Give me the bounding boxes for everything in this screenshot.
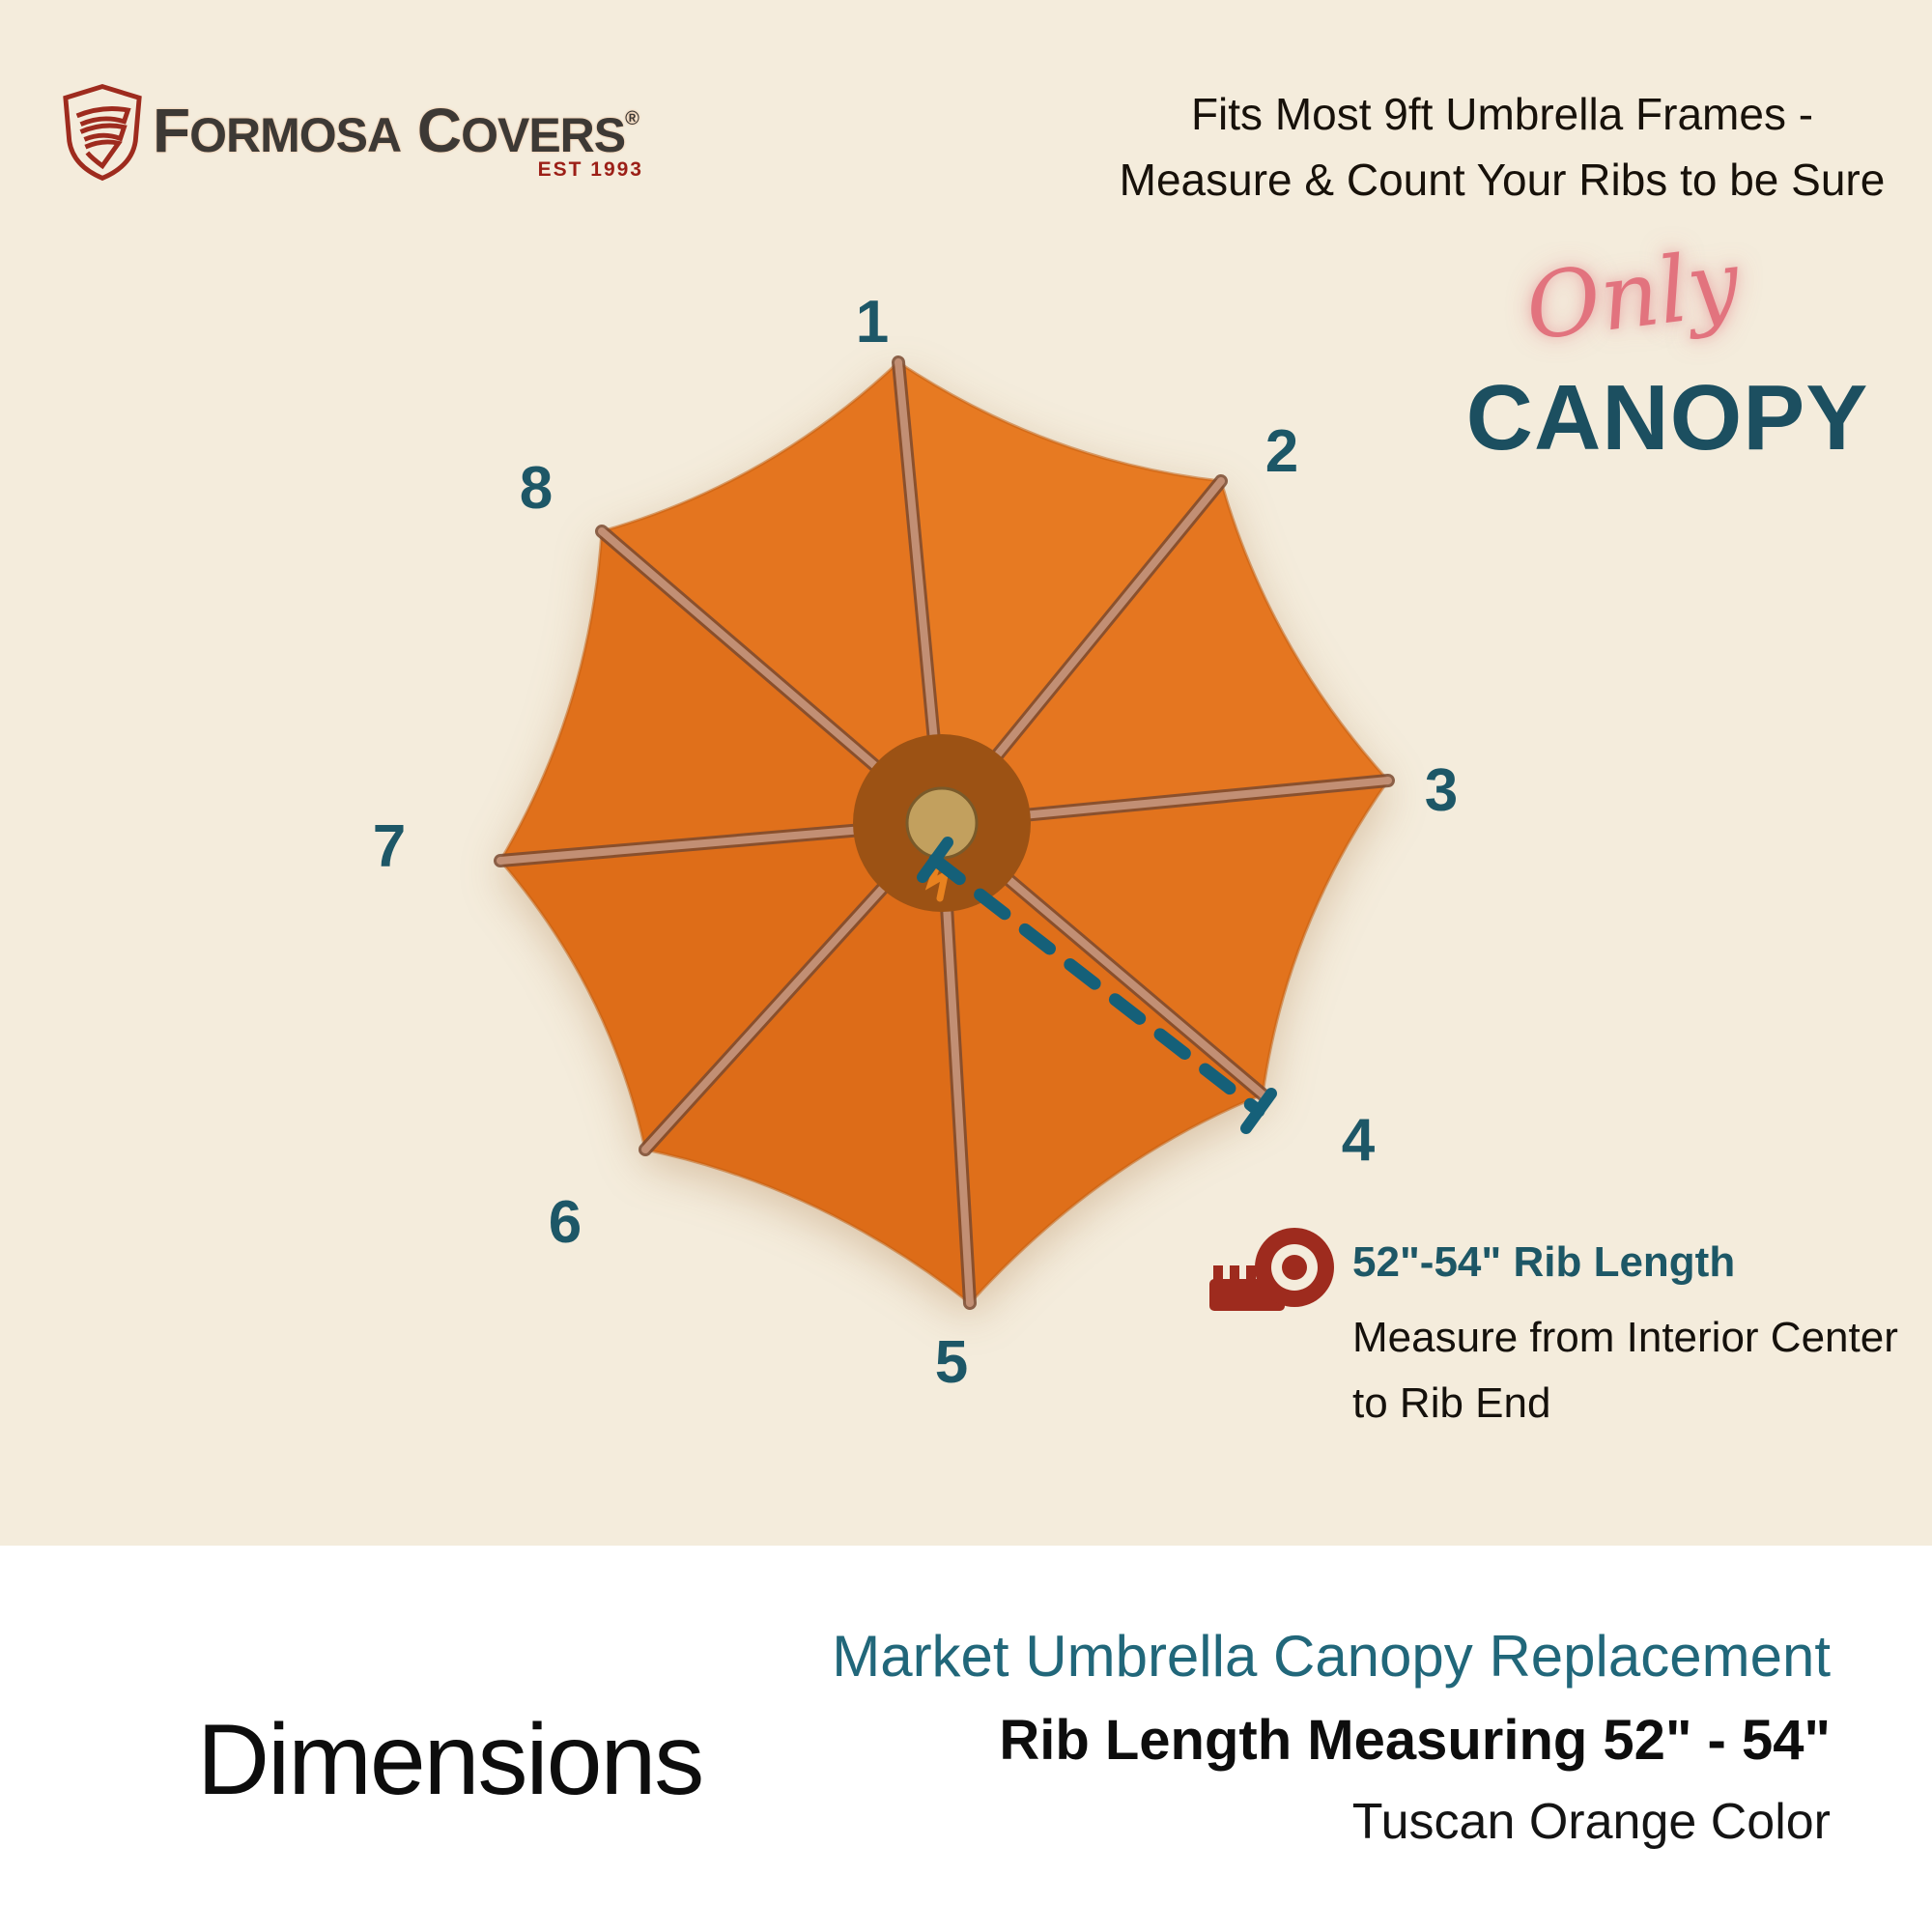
logo-letter-c: C <box>416 96 462 165</box>
logo-established-year: EST 1993 <box>537 158 643 181</box>
rib-label-6: 6 <box>548 1188 582 1256</box>
rib-label-2: 2 <box>1264 417 1299 485</box>
rib-label-1: 1 <box>855 288 890 355</box>
canopy-word-text: CANOPY <box>1465 366 1869 469</box>
product-color-name: Tuscan Orange Color <box>1351 1794 1831 1850</box>
rib-label-5: 5 <box>934 1328 969 1396</box>
white-footer-panel <box>0 1546 1932 1932</box>
footer-product-info: Market Umbrella Canopy Replacement Rib L… <box>676 1615 1831 1861</box>
fit-note: Fits Most 9ft Umbrella Frames - Measure … <box>1043 81 1932 213</box>
formosa-shield-logo-icon <box>63 84 142 182</box>
logo-word-formosa: ORMOSA <box>189 108 402 162</box>
logo-wordmark: FORMOSA COVERS® <box>153 95 639 166</box>
canopy-vent-and-hub <box>853 734 1031 912</box>
rib-length-measure-line <box>917 837 1277 1134</box>
logo-word-covers: OVERS <box>461 108 626 162</box>
rib-label-7: 7 <box>372 812 407 880</box>
canopy-panels <box>498 360 1390 1306</box>
dimensions-heading: Dimensions <box>197 1704 704 1816</box>
measure-instruction-line-2: to Rib End <box>1352 1379 1551 1427</box>
fit-note-line-1: Fits Most 9ft Umbrella Frames - <box>1190 89 1814 139</box>
product-spec: Rib Length Measuring 52" - 54" <box>999 1709 1831 1772</box>
registered-mark: ® <box>625 108 639 129</box>
rib-label-3: 3 <box>1424 756 1459 824</box>
fit-note-line-2: Measure & Count Your Ribs to be Sure <box>1119 155 1886 205</box>
formosa-covers-logo: FORMOSA COVERS® EST 1993 <box>60 81 641 192</box>
logo-letter-f: F <box>153 96 190 165</box>
rib-label-4: 4 <box>1341 1106 1376 1174</box>
measuring-tape-icon <box>1209 1228 1334 1311</box>
product-title: Market Umbrella Canopy Replacement <box>832 1624 1831 1689</box>
rib-length-title: 52"-54" Rib Length <box>1352 1238 1736 1286</box>
rib-label-8: 8 <box>519 454 554 522</box>
measure-instruction-line-1: Measure from Interior Center <box>1352 1314 1898 1361</box>
